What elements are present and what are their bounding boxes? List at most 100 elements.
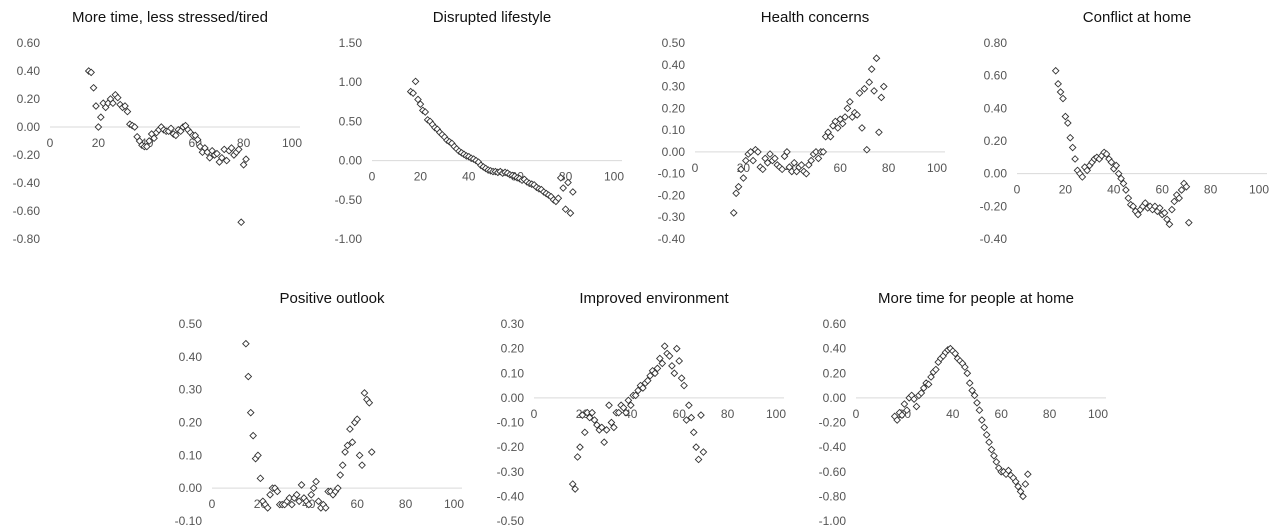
- data-point-diamond: [205, 153, 214, 162]
- x-tick-label: 0: [209, 497, 216, 511]
- y-tick-label: 0.20: [823, 366, 847, 380]
- data-point-diamond: [1056, 88, 1065, 96]
- data-point-diamond: [600, 438, 609, 447]
- y-tick-label: -0.60: [819, 465, 847, 479]
- data-point-diamond: [932, 365, 940, 374]
- x-tick-label: 20: [414, 170, 428, 184]
- data-point-diamond: [619, 403, 628, 412]
- data-point-diamond: [266, 490, 274, 499]
- data-point-diamond: [790, 158, 799, 167]
- data-point-diamond: [689, 428, 698, 437]
- data-point-diamond: [355, 451, 364, 460]
- data-point-diamond: [1014, 482, 1022, 491]
- y-tick-label: -0.60: [13, 204, 41, 218]
- data-point-diamond: [867, 65, 876, 73]
- data-point-diamond: [585, 413, 594, 422]
- y-tick-label: 0.50: [179, 317, 203, 331]
- y-tick-label: -0.40: [13, 176, 41, 190]
- data-point-diamond: [1129, 202, 1137, 211]
- x-tick-label: 0: [1014, 183, 1021, 197]
- chart-title: Positive outlook: [279, 290, 385, 307]
- data-point-diamond: [1160, 209, 1169, 217]
- data-point-diamond: [1078, 173, 1087, 181]
- data-point-diamond: [858, 124, 866, 132]
- y-tick-label: 0.20: [984, 134, 1008, 148]
- data-point-diamond: [754, 148, 762, 156]
- data-point-diamond: [360, 389, 369, 397]
- data-point-diamond: [409, 89, 417, 98]
- data-point-diamond: [1107, 158, 1116, 167]
- data-point-diamond: [246, 408, 255, 417]
- data-point-diamond: [961, 363, 969, 371]
- data-point-diamond: [898, 411, 906, 419]
- chart-positive-outlook: Positive outlook 0.50 0.40 0.30 0.20 0.10 0.00…: [175, 290, 465, 528]
- data-point-diamond: [576, 443, 584, 451]
- data-point-diamond: [685, 401, 693, 410]
- data-point-diamond: [597, 423, 606, 432]
- data-point-diamond: [1122, 186, 1130, 194]
- data-point-diamond: [92, 102, 100, 110]
- data-point-diamond: [807, 156, 815, 165]
- data-point-diamond: [643, 376, 652, 385]
- data-point-diamond: [734, 182, 743, 191]
- data-point-diamond: [341, 448, 349, 456]
- data-point-diamond: [646, 371, 654, 380]
- data-point-diamond: [1102, 150, 1111, 158]
- data-point-diamond: [990, 451, 998, 460]
- data-point-diamond: [566, 209, 575, 217]
- data-point-diamond: [826, 132, 835, 141]
- data-point-diamond: [992, 458, 1001, 466]
- chart-disrupted-lifestyle: Disrupted lifestyle 1.50 1.00 0.50 0.00 -0.50…: [335, 9, 625, 246]
- y-tick-label: 0.00: [823, 391, 847, 405]
- y-tick-label: -0.10: [658, 167, 686, 181]
- data-point-diamond: [1163, 215, 1171, 224]
- data-point-diamond: [150, 134, 158, 143]
- data-point-diamond: [814, 154, 823, 163]
- data-point-diamond: [573, 453, 582, 461]
- data-point-diamond: [853, 111, 861, 119]
- y-tick-label: -0.10: [175, 514, 203, 528]
- y-tick-label: -0.40: [980, 232, 1008, 246]
- data-point-diamond: [213, 149, 221, 158]
- data-point-diamond: [273, 487, 282, 496]
- x-tick-label: 80: [721, 407, 735, 421]
- y-tick-label: 0.40: [984, 101, 1008, 115]
- chart-title: More time for people at home: [878, 290, 1074, 307]
- data-point-diamond: [1177, 186, 1186, 194]
- x-tick-label: 60: [673, 407, 687, 421]
- data-point-diamond: [739, 174, 748, 182]
- data-point-diamond: [614, 408, 623, 417]
- x-tick-label: 0: [692, 161, 699, 175]
- data-point-diamond: [624, 396, 633, 405]
- data-point-diamond: [113, 93, 122, 102]
- data-point-diamond: [593, 421, 601, 429]
- data-point-diamond: [338, 461, 347, 470]
- x-tick-label: 40: [946, 407, 960, 421]
- data-point-diamond: [588, 408, 596, 417]
- data-point-diamond: [875, 128, 883, 137]
- y-tick-label: 0.80: [984, 36, 1008, 50]
- data-point-diamond: [256, 474, 265, 483]
- data-point-diamond: [766, 150, 774, 158]
- data-point-diamond: [872, 54, 881, 63]
- data-point-diamond: [951, 349, 960, 358]
- x-tick-label: 40: [1107, 183, 1121, 197]
- x-tick-label: 60: [1156, 183, 1170, 197]
- data-point-diamond: [217, 153, 226, 162]
- y-tick-label: -0.20: [658, 188, 686, 202]
- data-point-diamond: [631, 391, 640, 400]
- data-point-diamond: [1175, 194, 1183, 203]
- data-point-diamond: [965, 379, 974, 387]
- y-tick-label: 0.60: [17, 36, 41, 50]
- data-point-diamond: [222, 156, 231, 165]
- data-point-diamond: [1141, 199, 1150, 207]
- chart-title: More time, less stressed/tired: [72, 9, 268, 26]
- data-point-diamond: [758, 165, 767, 174]
- data-point-diamond: [865, 78, 874, 87]
- data-point-diamond: [639, 384, 647, 392]
- data-point-diamond: [1117, 174, 1125, 183]
- data-point-diamond: [670, 369, 679, 378]
- x-tick-label: 0: [531, 407, 538, 421]
- y-tick-label: 0.00: [179, 481, 203, 495]
- data-point-diamond: [1051, 66, 1060, 75]
